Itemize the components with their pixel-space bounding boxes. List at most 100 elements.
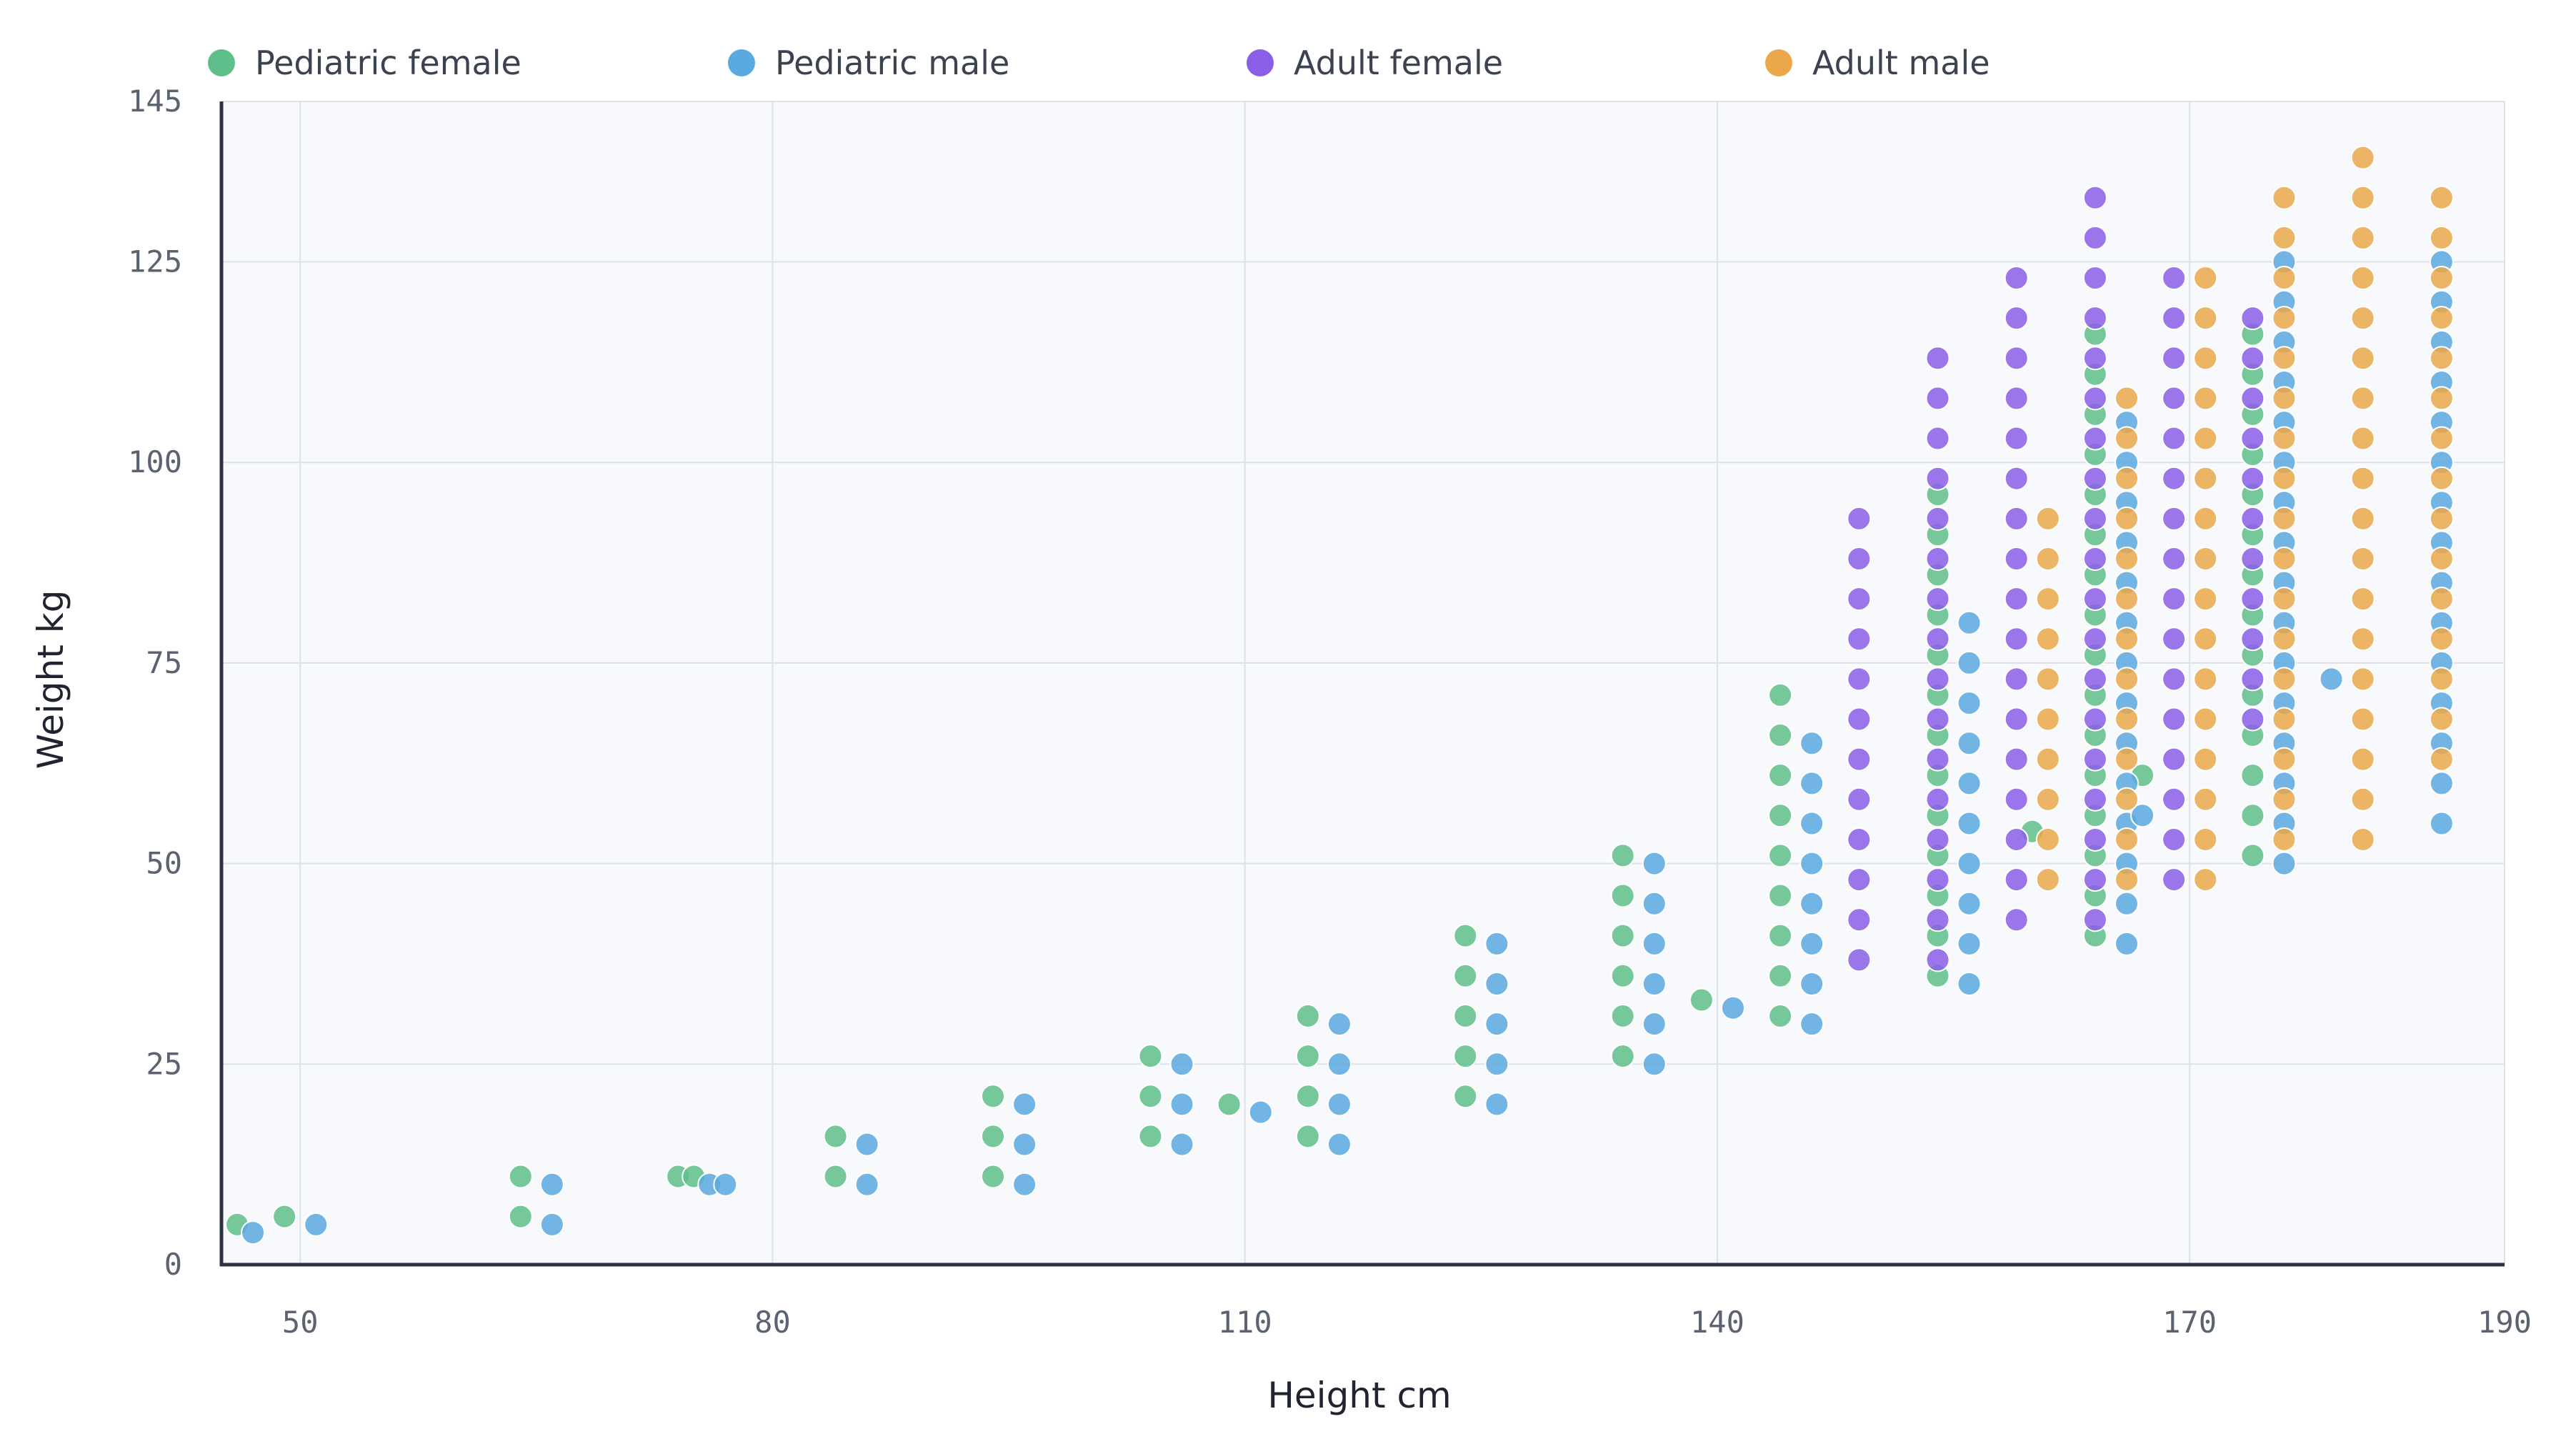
data-point [2240,803,2265,828]
data-point [2350,667,2375,692]
data-point [2082,627,2107,652]
data-point [2115,546,2140,571]
data-point [2240,426,2265,451]
data-point [2082,225,2107,250]
data-point [2193,426,2218,451]
data-point [1295,1044,1320,1069]
data-point [1799,931,1824,956]
data-point [2429,426,2454,451]
data-point [2004,466,2029,491]
data-point [2115,506,2140,531]
data-point [1248,1100,1273,1125]
data-point [2004,747,2029,772]
data-point [2350,546,2375,571]
data-point [1610,963,1635,988]
data-point [2035,867,2060,892]
x-axis-title: Height cm [1267,1375,1451,1416]
data-point [1484,1092,1509,1117]
data-point [2162,466,2187,491]
data-point [1642,1052,1667,1077]
data-point [1957,891,1982,916]
data-point [2035,667,2060,692]
data-point [1799,811,1824,836]
data-point [1610,923,1635,948]
data-point [2162,346,2187,371]
data-point [1327,1012,1352,1037]
data-point [508,1204,533,1229]
data-point [2004,627,2029,652]
data-point [2193,667,2218,692]
data-point [2429,506,2454,531]
data-point [2350,747,2375,772]
data-point [1847,947,1872,972]
data-point [1768,1003,1793,1028]
data-point [2082,426,2107,451]
data-point [1768,923,1793,948]
data-point [2004,827,2029,852]
data-point [2272,346,2297,371]
data-point [2115,426,2140,451]
legend: Pediatric female Pediatric male Adult fema… [208,44,1990,82]
data-point [1957,972,1982,997]
data-point [2004,426,2029,451]
data-point [2115,891,2140,916]
data-point [2193,386,2218,411]
data-point [1217,1092,1242,1117]
data-point [1957,851,1982,876]
data-point [1327,1052,1352,1077]
data-point [2350,707,2375,732]
data-point [2350,627,2375,652]
data-point [1768,763,1793,788]
data-point [2004,907,2029,932]
data-point [1799,731,1824,756]
data-point [2035,707,2060,732]
data-point [2004,867,2029,892]
data-point [1925,506,1950,531]
data-point [1847,506,1872,531]
data-point [2162,827,2187,852]
data-point [981,1164,1006,1189]
data-point [2193,747,2218,772]
legend-swatch [728,49,755,76]
data-point [1799,972,1824,997]
data-point [1957,811,1982,836]
y-tick-label: 50 [146,846,182,881]
data-point [2240,667,2265,692]
data-point [2429,266,2454,291]
data-point [2272,185,2297,210]
data-point [1925,546,1950,571]
legend-swatch [1247,49,1274,76]
data-point [2272,827,2297,852]
data-point [2162,546,2187,571]
data-point [2082,346,2107,371]
data-point [2193,466,2218,491]
data-point [2004,266,2029,291]
data-point [1453,923,1478,948]
data-point [1925,386,1950,411]
data-point [2429,667,2454,692]
data-point [2082,827,2107,852]
data-point [2272,306,2297,331]
data-point [2429,771,2454,796]
data-point [2193,707,2218,732]
legend-item: Pediatric female [208,44,521,82]
data-point [2429,627,2454,652]
data-point [1642,972,1667,997]
data-point [1768,722,1793,747]
data-point [2240,627,2265,652]
data-point [2162,306,2187,331]
data-point [2115,747,2140,772]
data-point [1169,1132,1194,1157]
data-point [2115,707,2140,732]
data-point [2082,787,2107,812]
y-tick-label: 145 [128,84,182,119]
data-point [1768,682,1793,707]
y-axis-title: Weight kg [30,590,71,770]
data-point [1925,867,1950,892]
data-point [1925,747,1950,772]
data-point [1799,851,1824,876]
data-point [1847,546,1872,571]
data-point [2004,787,2029,812]
data-point [2115,386,2140,411]
data-point [2240,707,2265,732]
